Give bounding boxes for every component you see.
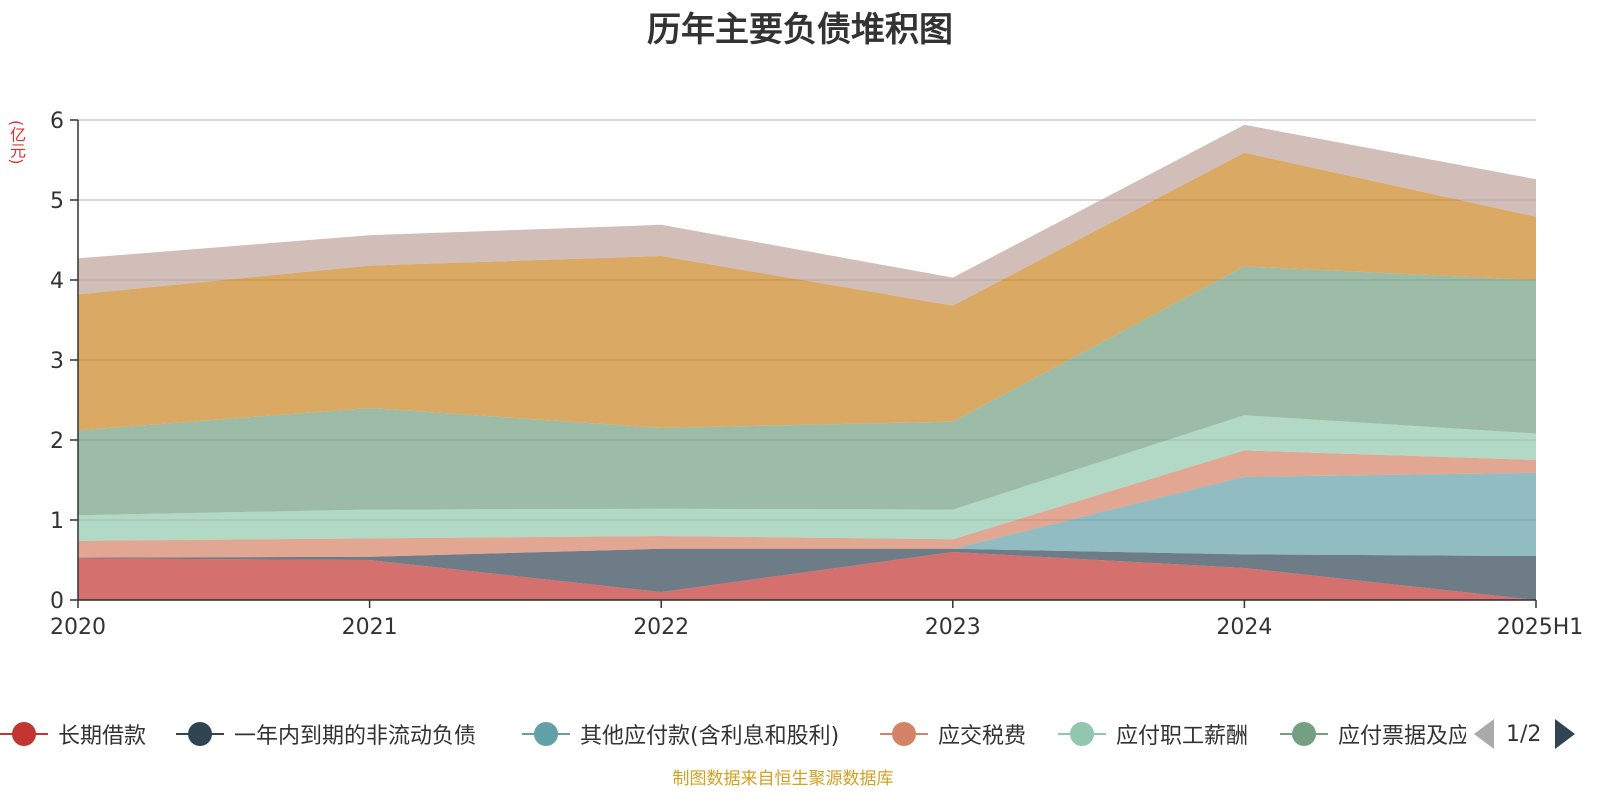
legend-item[interactable]: 应交税费: [880, 716, 1026, 752]
area-series-6[interactable]: [78, 266, 1536, 516]
y-axis-unit-label: (亿元): [7, 120, 26, 165]
area-series-3[interactable]: [78, 472, 1536, 558]
legend-next-page-icon[interactable]: [1555, 719, 1576, 749]
legend: 长期借款 一年内到期的非流动负债 其他应付款(含利息和股利) 应交税费 应付职工薪酬 应付…: [0, 716, 1600, 756]
x-tick-label: 2020: [50, 615, 106, 640]
legend-label: 应付职工薪酬: [1116, 724, 1249, 749]
legend-label: 一年内到期的非流动负债: [234, 724, 477, 749]
legend-marker-icon: [1280, 720, 1328, 748]
x-tick-label: 2023: [925, 615, 981, 640]
y-tick-label: 1: [50, 509, 64, 534]
legend-item[interactable]: 一年内到期的非流动负债: [176, 716, 476, 752]
area-series-7[interactable]: [78, 152, 1536, 431]
y-tick-label: 5: [50, 189, 64, 214]
y-tick-label: 0: [50, 589, 64, 614]
y-tick-label: 6: [50, 109, 64, 134]
y-tick-label: 3: [50, 349, 64, 374]
chart-title: 历年主要负债堆积图: [647, 10, 953, 50]
axes: 0 1 2 3 4 5 6 2020 2021 2022 2023 2024 2025H1: [50, 109, 1583, 640]
area-series-4[interactable]: [78, 450, 1536, 558]
legend-item[interactable]: 应付职工薪酬: [1058, 716, 1248, 752]
legend-item[interactable]: 其他应付款(含利息和股利): [522, 716, 839, 752]
area-series-8[interactable]: [78, 124, 1536, 306]
legend-prev-page-icon[interactable]: [1474, 719, 1494, 749]
legend-label: 其他应付款(含利息和股利): [580, 724, 840, 749]
area-series-2[interactable]: [78, 548, 1536, 600]
legend-label: 应交税费: [938, 724, 1027, 749]
area-series-layer: [78, 124, 1536, 600]
legend-item[interactable]: 长期借款: [0, 716, 146, 752]
x-tick-label: 2024: [1216, 615, 1272, 640]
legend-label: 长期借款: [58, 724, 147, 749]
x-tick-label: 2021: [342, 615, 398, 640]
legend-marker-icon: [1058, 720, 1106, 748]
y-tick-label: 2: [50, 429, 64, 454]
legend-marker-icon: [880, 720, 928, 748]
x-tick-label: 2022: [633, 615, 689, 640]
legend-label: 应付票据及应付账款: [1338, 724, 1466, 749]
legend-marker-icon: [0, 720, 48, 748]
area-series-1[interactable]: [78, 552, 1536, 600]
legend-pager: 1/2: [1474, 718, 1576, 750]
legend-item[interactable]: 应付票据及应付账款: [1280, 716, 1466, 752]
y-tick-label: 4: [50, 269, 64, 294]
x-tick-label: 2025H1: [1497, 615, 1584, 640]
legend-items-container: 长期借款 一年内到期的非流动负债 其他应付款(含利息和股利) 应交税费 应付职工薪酬 应付…: [0, 716, 1466, 756]
legend-marker-icon: [176, 720, 224, 748]
legend-page-indicator: 1/2: [1506, 721, 1542, 747]
area-series-5[interactable]: [78, 415, 1536, 541]
stacked-area-chart: 0 1 2 3 4 5 6 2020 2021 2022 2023 2024 2025H1: [50, 109, 1583, 640]
legend-marker-icon: [522, 720, 570, 748]
data-source-note: 制图数据来自恒生聚源数据库: [672, 769, 894, 789]
